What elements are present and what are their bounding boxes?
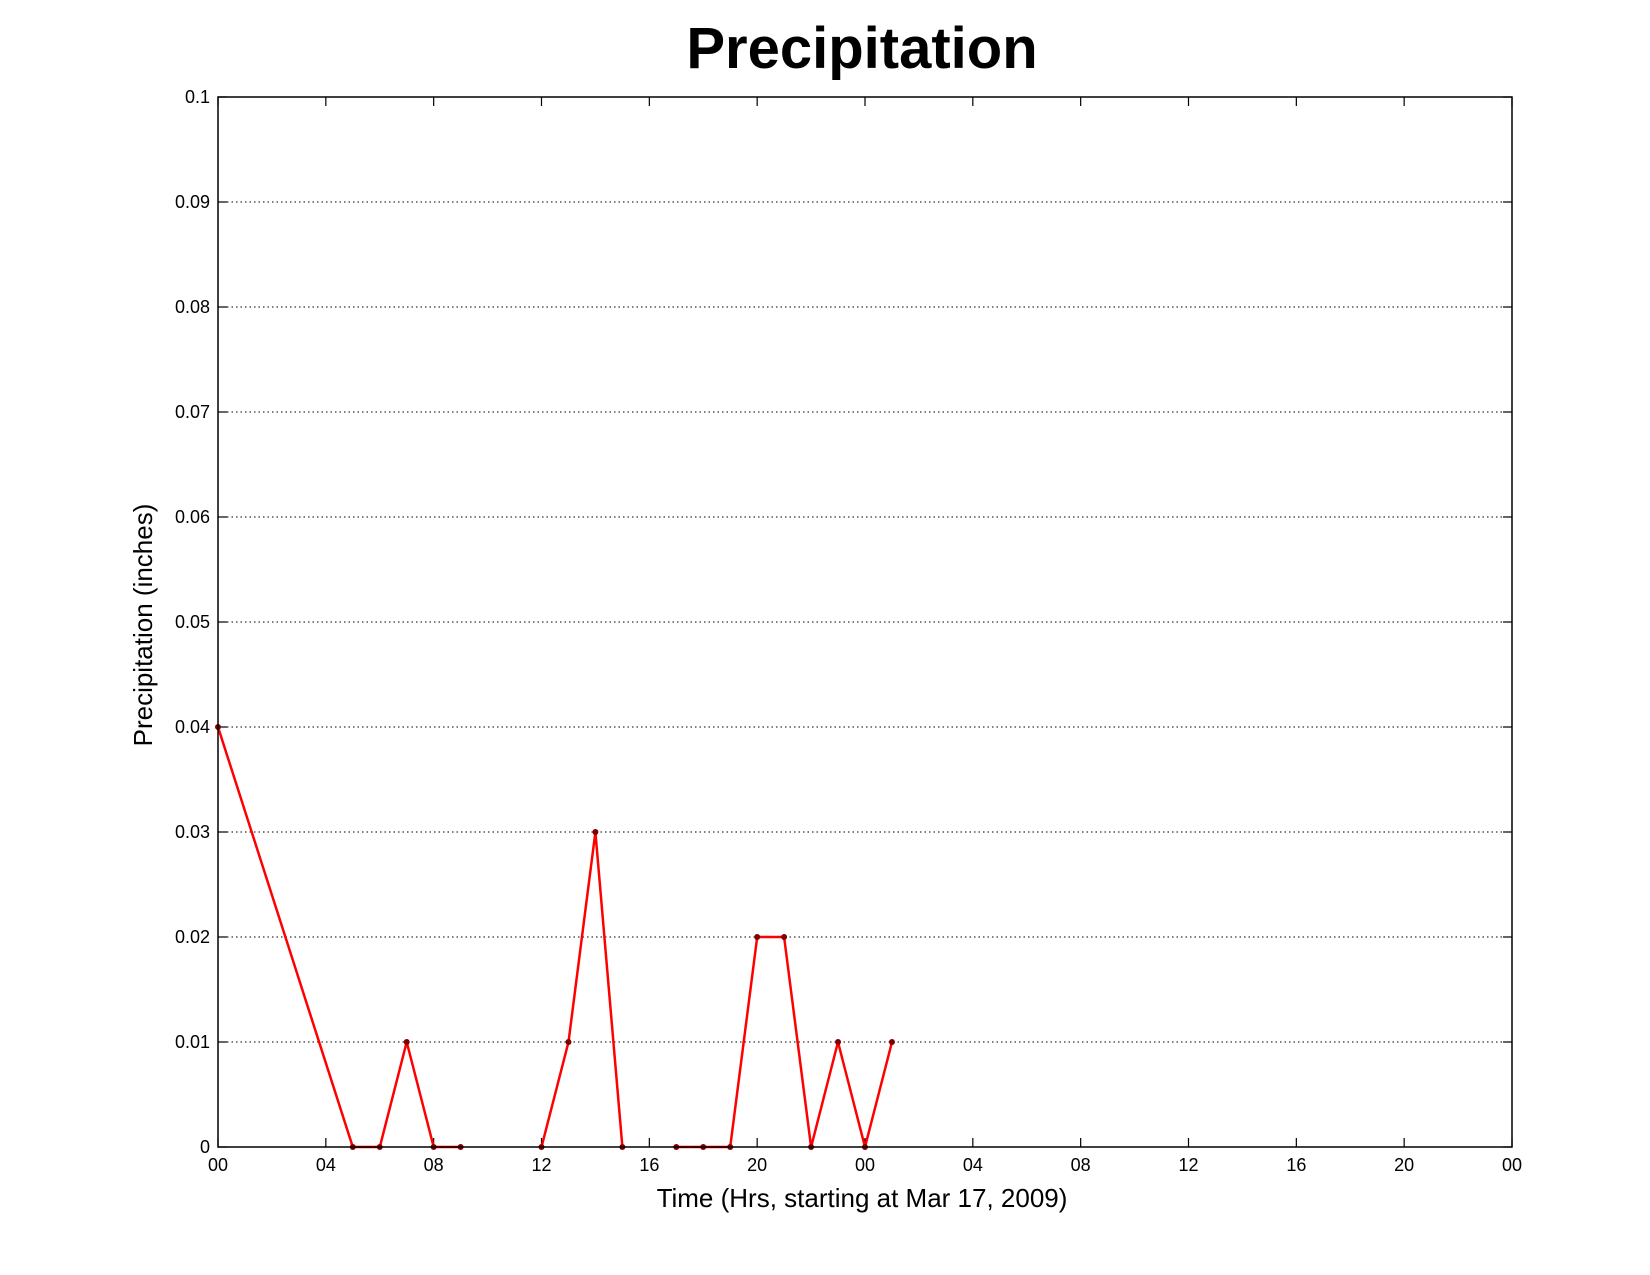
x-tick-label: 16 [639,1155,659,1175]
data-series [215,724,895,1150]
x-tick-label: 20 [1394,1155,1414,1175]
y-tick-label: 0.1 [185,87,210,107]
y-tick-label: 0.03 [175,822,210,842]
plot-frame [217,96,1513,1148]
x-tick-label: 12 [1178,1155,1198,1175]
axis-ticks: 0 0.01 0.02 0.03 0.04 0.05 0.06 0.07 0.08 0.09 0.1… [175,87,1522,1175]
y-tick-label: 0.06 [175,507,210,527]
x-tick-label: 16 [1286,1155,1306,1175]
y-tick-label: 0.09 [175,192,210,212]
x-tick-label: 08 [1071,1155,1091,1175]
y-tick-label: 0 [200,1137,210,1157]
data-point [592,829,599,835]
y-tick-label: 0.01 [175,1032,210,1052]
x-tick-label: 20 [747,1155,767,1175]
data-point [888,1039,895,1045]
data-point [565,1039,572,1045]
x-tick-label: 00 [208,1155,228,1175]
grid-lines [218,96,1512,1148]
x-tick-label: 00 [855,1155,875,1175]
y-tick-label: 0.02 [175,927,210,947]
x-tick-label: 12 [531,1155,551,1175]
y-axis-label: Precipitation (inches) [128,504,158,747]
series-line [540,830,624,1148]
chart-title: Precipitation [686,16,1037,81]
data-point [835,1039,842,1045]
x-tick-label: 04 [963,1155,983,1175]
x-axis-label: Time (Hrs, starting at Mar 17, 2009) [657,1183,1068,1213]
data-point [403,1039,410,1045]
x-tick-label: 08 [424,1155,444,1175]
x-tick-label: 04 [316,1155,336,1175]
data-point [781,934,788,940]
y-tick-label: 0.04 [175,717,210,737]
y-tick-label: 0.05 [175,612,210,632]
x-tick-label: 00 [1502,1155,1522,1175]
data-point [754,934,761,940]
y-tick-label: 0.07 [175,402,210,422]
y-tick-label: 0.08 [175,297,210,317]
